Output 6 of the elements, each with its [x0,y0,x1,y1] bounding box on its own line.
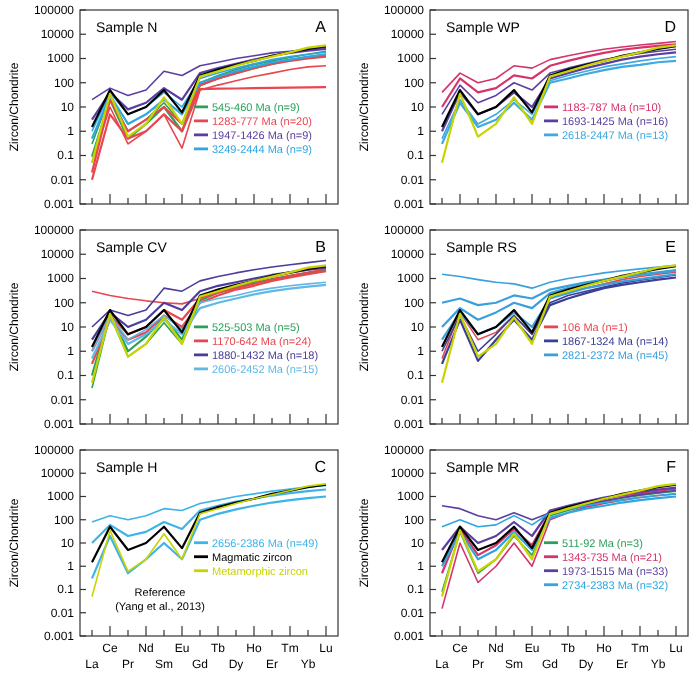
annotation: F [666,458,677,476]
annotation: C [314,458,327,476]
annotation: E [665,238,676,256]
annotation: A [315,18,328,36]
annotation: D [664,18,677,36]
annotation: B [315,238,326,256]
